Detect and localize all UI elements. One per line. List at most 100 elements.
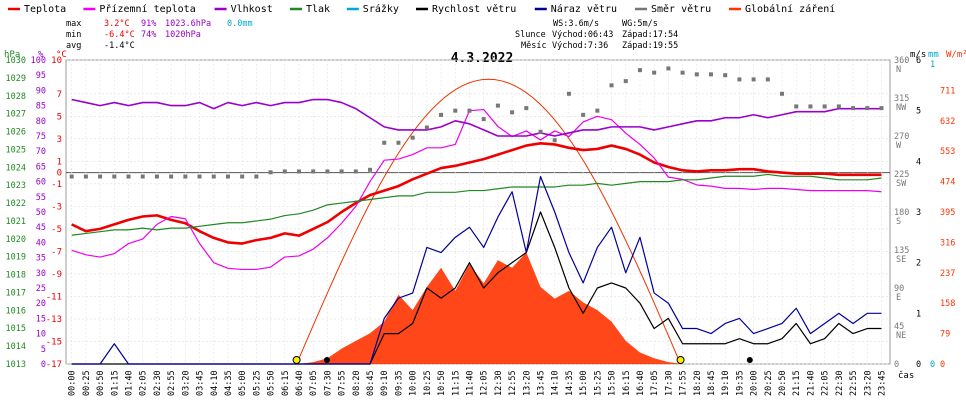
info-moon-label: Měsíc — [521, 41, 547, 51]
sun-marker — [676, 356, 685, 364]
tick-temp: -13 — [46, 315, 62, 325]
series-line-tlak — [71, 173, 882, 236]
tick-time: 10:25 — [423, 370, 433, 396]
tick-time: 20:00 — [750, 370, 760, 396]
wind-dir-point — [879, 106, 884, 111]
tick-time: 03:20 — [181, 370, 191, 396]
tick-time: 21:40 — [806, 370, 816, 396]
tick-pressure: 1014 — [6, 342, 26, 352]
tick-time: 03:45 — [196, 370, 206, 396]
tick-humidity: 30 — [36, 269, 46, 279]
tick-time: 16:15 — [622, 370, 632, 396]
tick-wind-dir: 135 — [894, 246, 909, 256]
tick-humidity: 45 — [36, 223, 46, 233]
wind-dir-point — [836, 104, 841, 109]
tick-time: 21:15 — [792, 370, 802, 396]
wind-dir-point — [296, 169, 301, 174]
tick-pressure: 1024 — [6, 163, 26, 173]
tick-time: 12:30 — [494, 370, 504, 396]
tick-time: 14:35 — [565, 370, 575, 396]
tick-humidity: 25 — [36, 284, 46, 294]
tick-time: 09:10 — [380, 370, 390, 396]
wind-dir-point — [254, 174, 259, 179]
wind-dir-point — [552, 138, 557, 143]
wind-dir-point — [623, 79, 628, 84]
tick-wind-speed: 4 — [916, 157, 921, 167]
plot-area — [69, 66, 884, 365]
unit-pct: % — [38, 50, 44, 60]
tick-wind-dir-compass: NE — [896, 331, 906, 341]
tick-time: 22:05 — [821, 370, 831, 396]
tick-time: 05:25 — [252, 370, 262, 396]
tick-pressure: 1019 — [6, 253, 26, 263]
tick-humidity: 85 — [36, 102, 46, 112]
tick-pressure: 1018 — [6, 271, 26, 281]
wind-dir-point — [481, 117, 486, 122]
wind-dir-point — [439, 112, 444, 117]
wind-dir-point — [510, 110, 515, 115]
tick-time: 02:30 — [153, 370, 163, 396]
tick-time: 05:50 — [267, 370, 277, 396]
stat-min-press: 1020hPa — [165, 30, 201, 40]
tick-time: 19:35 — [735, 370, 745, 396]
info-block: WS:3.6m/s WG:5m/s Slunce Východ:06:43 Zá… — [515, 19, 678, 51]
wind-dir-point — [652, 70, 657, 75]
tick-time: 11:15 — [451, 370, 461, 396]
unit-degc: °C — [56, 50, 67, 60]
info-ws: WS:3.6m/s — [553, 19, 599, 29]
info-moon-set: Západ:19:55 — [622, 41, 678, 51]
wind-dir-point — [680, 70, 685, 75]
tick-humidity: 20 — [36, 299, 46, 309]
tick-rain: 0 — [930, 360, 935, 370]
stat-min-hum: 74% — [141, 30, 156, 40]
wind-dir-point — [98, 174, 103, 179]
tick-pressure: 1029 — [6, 74, 26, 84]
tick-time: 07:30 — [323, 370, 333, 396]
tick-temp: 1 — [57, 157, 62, 167]
tick-time: 05:00 — [238, 370, 248, 396]
wind-dir-point — [83, 174, 88, 179]
radiation-area — [71, 252, 882, 364]
tick-humidity: 70 — [36, 147, 46, 157]
tick-wind-dir: 180 — [894, 208, 909, 218]
tick-time: 08:45 — [366, 370, 376, 396]
wind-dir-point — [211, 174, 216, 179]
tick-time: 08:20 — [352, 370, 362, 396]
tick-pressure: 1028 — [6, 92, 26, 102]
legend-label: Náraz větru — [551, 3, 617, 15]
tick-time: 10:50 — [437, 370, 447, 396]
tick-pressure: 1017 — [6, 288, 26, 298]
tick-time: 19:10 — [721, 370, 731, 396]
wind-dir-point — [396, 140, 401, 145]
tick-time: 11:40 — [465, 370, 475, 396]
tick-time: 22:55 — [849, 370, 859, 396]
tick-temp: 10 — [51, 56, 62, 66]
tick-wind-dir: 270 — [894, 132, 909, 142]
wind-dir-point — [240, 174, 245, 179]
tick-time: 20:50 — [778, 370, 788, 396]
stat-max-rain: 0.0mm — [227, 19, 253, 29]
tick-radiation: 395 — [940, 208, 955, 218]
tick-temp: -9 — [51, 270, 62, 280]
tick-time: 13:45 — [537, 370, 547, 396]
tick-temp: -1 — [51, 180, 62, 190]
unit-mm: mm — [928, 50, 939, 60]
tick-wind-speed: 1 — [916, 309, 921, 319]
tick-time: 17:05 — [650, 370, 660, 396]
wind-dir-point — [808, 104, 813, 109]
tick-time: 15:00 — [579, 370, 589, 396]
tick-time: 20:25 — [764, 370, 774, 396]
unit-time: čas — [898, 370, 914, 381]
wind-dir-point — [112, 174, 117, 179]
tick-wind-dir: 225 — [894, 170, 909, 180]
tick-temp: -3 — [51, 202, 62, 212]
wind-dir-point — [765, 77, 770, 82]
stat-max-hum: 91% — [141, 19, 156, 29]
wind-dir-point — [140, 174, 145, 179]
tick-time: 12:55 — [508, 370, 518, 396]
tick-time: 23:20 — [863, 370, 873, 396]
moon-marker — [323, 357, 330, 363]
tick-time: 02:55 — [167, 370, 177, 396]
tick-wind-dir: 90 — [894, 284, 904, 294]
wind-dir-point — [282, 169, 287, 174]
